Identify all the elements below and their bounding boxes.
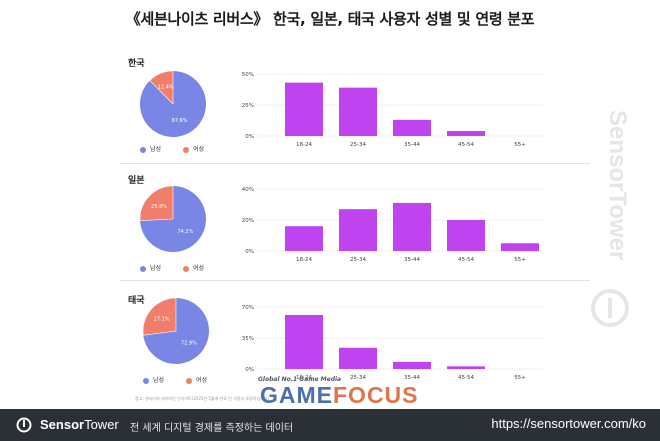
- country-label-japan: 일본: [128, 176, 145, 186]
- x-tick-label: 25-34: [350, 257, 366, 263]
- bar-35-44: [393, 119, 431, 136]
- country-label-thailand: 태국: [128, 296, 145, 306]
- y-tick-label: 70%: [242, 305, 254, 311]
- pie-label-female: 12.4%: [158, 84, 174, 90]
- gamefocus-wordmark: GAMEFOCUS: [260, 382, 419, 409]
- divider: [120, 280, 590, 281]
- male-dot: [143, 377, 149, 384]
- pie-label-female: 25.8%: [151, 204, 167, 210]
- legend-female-label: 여성: [192, 265, 205, 272]
- pie-chart-thailand: 72.9% 27.1%: [142, 297, 209, 364]
- x-tick-label: 35-44: [404, 375, 420, 381]
- y-tick-label: 50%: [242, 72, 254, 78]
- bar-45-54: [447, 366, 485, 369]
- legend-male-label: 남성: [153, 377, 165, 384]
- gamefocus-word-game: GAME: [260, 382, 333, 408]
- bar-25-34: [339, 209, 377, 251]
- pie-slice-female: [139, 185, 174, 221]
- legend-japan: 남성 여성: [140, 263, 224, 272]
- x-tick-label: 18-24: [296, 257, 312, 263]
- legend-female: 여성: [182, 144, 205, 153]
- x-tick-label: 45-54: [458, 142, 474, 148]
- legend-male-label: 남성: [150, 146, 162, 153]
- sensortower-watermark: SensorTower: [591, 110, 630, 327]
- x-tick-label: 25-34: [350, 142, 366, 148]
- bar-25-34: [339, 347, 377, 369]
- bar-18-24: [285, 82, 323, 136]
- female-dot: [182, 265, 189, 272]
- x-tick-label: 45-54: [458, 375, 474, 381]
- chart-title: 《세븐나이츠 리버스》 한국, 일본, 태국 사용자 성별 및 연령 분포: [125, 10, 535, 28]
- bar-45-54: [447, 220, 485, 251]
- male-dot: [140, 265, 146, 272]
- bar-25-34: [339, 87, 377, 136]
- legend-male: 남성: [140, 263, 161, 272]
- bar-18-24: [285, 226, 323, 251]
- pie-chart-korea: 87.6% 12.4%: [140, 70, 206, 137]
- bar-chart-japan: 0% 20% 40% 18-24 25-34 35-44 45-54 55+: [242, 187, 543, 263]
- y-tick-label: 40%: [242, 187, 254, 193]
- pie-label-male: 87.6%: [172, 118, 188, 124]
- footer-brand: SensorTower: [40, 417, 119, 432]
- gamefocus-tagline: Global No.1 Game Media: [258, 376, 342, 383]
- female-dot: [185, 377, 192, 384]
- bar-18-24: [285, 314, 323, 369]
- legend-female-label: 여성: [195, 377, 208, 384]
- bar-chart-thailand: 0% 35% 70% 18-24 25-34 35-44 45-54 55+: [242, 305, 543, 381]
- male-dot: [140, 146, 146, 153]
- female-dot: [182, 146, 189, 153]
- legend-male: 남성: [143, 375, 164, 384]
- source-note: 참고: 센서타워 데이터인 인사이트(2025년 5월에 만료 된 사용자 추정…: [135, 396, 270, 401]
- legend-male-label: 남성: [150, 265, 162, 272]
- bar-chart-korea: 0% 25% 50% 18-24 25-34 35-44 45-54 55+: [242, 72, 543, 148]
- watermark-logo-icon: [591, 289, 629, 327]
- x-tick-label: 35-44: [404, 142, 420, 148]
- x-tick-label: 18-24: [296, 142, 312, 148]
- bar-55+: [501, 243, 539, 251]
- pie-label-male: 74.2%: [177, 229, 193, 235]
- legend-thailand: 남성 여성: [143, 375, 227, 384]
- sensortower-logo-icon: [16, 417, 32, 433]
- legend-male: 남성: [140, 144, 161, 153]
- bar-35-44: [393, 361, 431, 369]
- gamefocus-logo: Global No.1 Game Media GAMEFOCUS: [258, 376, 418, 414]
- footer-url[interactable]: https://sensortower.com/ko: [491, 416, 646, 431]
- y-tick-label: 35%: [242, 336, 254, 342]
- x-tick-label: 55+: [514, 142, 526, 148]
- bar-45-54: [447, 131, 485, 136]
- x-tick-label: 18-24: [296, 375, 312, 381]
- x-tick-label: 55+: [514, 375, 526, 381]
- divider: [120, 163, 590, 164]
- legend-korea: 남성 여성: [140, 144, 224, 153]
- legend-female: 여성: [182, 263, 205, 272]
- y-tick-label: 0%: [245, 134, 254, 140]
- legend-female-label: 여성: [192, 146, 205, 153]
- pie-label-female: 27.1%: [154, 316, 170, 322]
- y-tick-label: 20%: [242, 218, 254, 224]
- x-tick-label: 35-44: [404, 257, 420, 263]
- x-tick-label: 45-54: [458, 257, 474, 263]
- country-label-korea: 한국: [128, 59, 145, 69]
- legend-female: 여성: [185, 375, 208, 384]
- pie-slice-female: [149, 70, 174, 105]
- gamefocus-word-focus: FOCUS: [333, 382, 419, 408]
- brand-light: Tower: [84, 417, 119, 432]
- footer-tagline: 전 세계 디지털 경제를 측정하는 데이터: [130, 423, 294, 434]
- bar-35-44: [393, 202, 431, 251]
- footer-bar: SensorTower 전 세계 디지털 경제를 측정하는 데이터 https:…: [0, 409, 660, 441]
- y-tick-label: 25%: [242, 103, 254, 109]
- x-tick-label: 25-34: [350, 375, 366, 381]
- watermark-text: SensorTower: [604, 110, 630, 260]
- x-tick-label: 55+: [514, 257, 526, 263]
- pie-label-male: 72.9%: [181, 340, 197, 346]
- pie-chart-japan: 74.2% 25.8%: [139, 185, 206, 252]
- y-tick-label: 0%: [245, 249, 254, 255]
- brand-bold: Sensor: [40, 417, 85, 432]
- pie-slice-female: [142, 297, 177, 336]
- y-tick-label: 0%: [245, 367, 254, 373]
